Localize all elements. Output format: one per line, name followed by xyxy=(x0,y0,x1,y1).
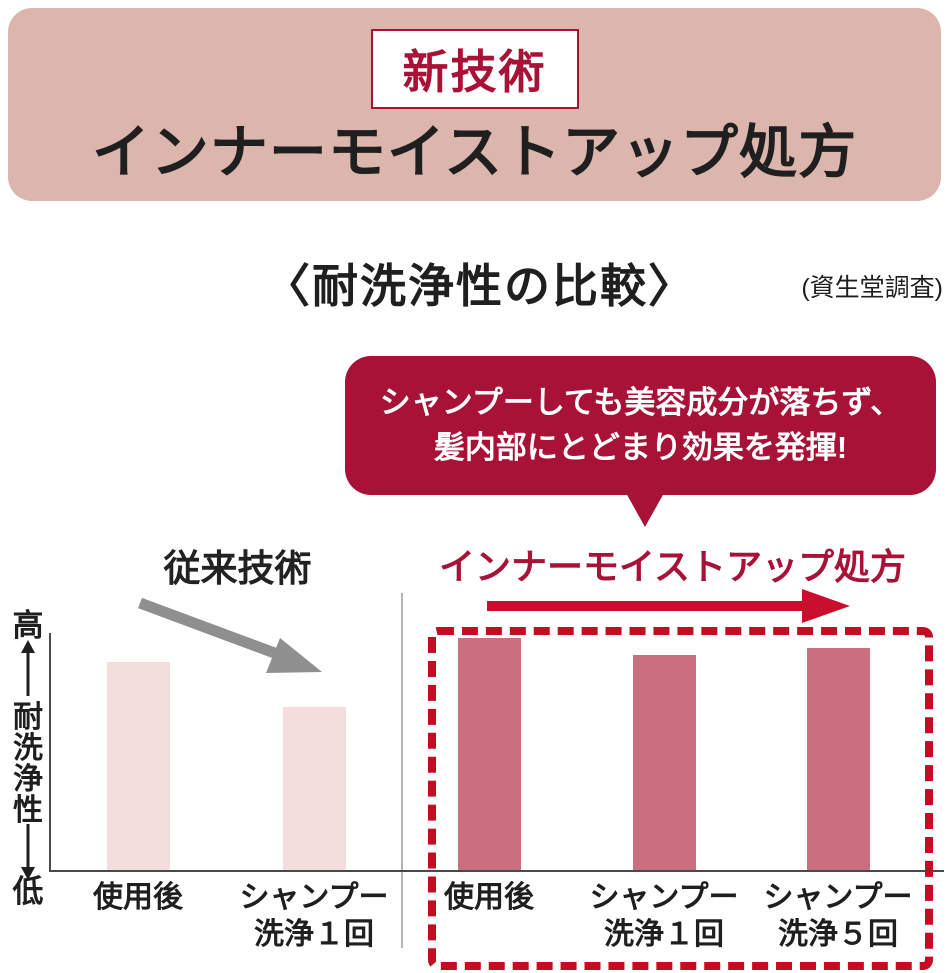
y-axis-low-label: 低 xyxy=(12,874,44,909)
x-axis-line xyxy=(49,870,944,872)
bar-conventional-wash1 xyxy=(283,707,346,870)
bar-new-after-use xyxy=(458,638,521,870)
y-axis-title: 耐洗浄性 xyxy=(13,701,43,827)
group-title-conventional: 従来技術 xyxy=(163,548,312,589)
highlight-dashed-box xyxy=(428,627,933,970)
callout-bubble: シャンプーしても美容成分が落ちず、 髪内部にとどまり効果を発揮! xyxy=(345,356,936,527)
group-title-new-formula: インナーモイストアップ処方 xyxy=(439,546,906,587)
bar-new-wash1 xyxy=(633,655,696,870)
product-formula-title: インナーモイストアップ処方 xyxy=(91,120,858,185)
y-axis-line xyxy=(49,633,51,872)
bar-conventional-after-use xyxy=(107,662,170,870)
comparison-heading: 〈耐洗浄性の比較〉 xyxy=(264,260,696,312)
group-divider-line xyxy=(401,593,403,948)
bar-new-wash5 xyxy=(807,648,870,870)
x-label-new-after-use: 使用後 xyxy=(444,881,534,914)
survey-source-note: (資生堂調査) xyxy=(801,274,943,302)
x-label-new-wash1: シャンプー 洗浄１回 xyxy=(589,881,739,951)
callout-line-2: 髪内部にとどまり効果を発揮! xyxy=(433,430,848,465)
y-axis-down-arrow-icon xyxy=(21,824,35,880)
x-label-conventional-after-use: 使用後 xyxy=(93,881,183,914)
x-label-conventional-wash1: シャンプー 洗浄１回 xyxy=(239,881,389,951)
callout-tail xyxy=(626,493,664,527)
y-axis-high-label: 高 xyxy=(12,608,44,643)
new-tech-badge: 新技術 xyxy=(370,29,579,109)
top-banner: 新技術 インナーモイストアップ処方 xyxy=(8,8,941,201)
new-tech-badge-label: 新技術 xyxy=(402,46,547,98)
rightward-arrow-icon xyxy=(487,589,850,623)
x-label-new-wash5: シャンプー 洗浄５回 xyxy=(763,881,913,951)
y-axis-up-arrow-icon xyxy=(21,640,35,696)
callout-line-1: シャンプーしても美容成分が落ちず、 xyxy=(379,385,902,420)
